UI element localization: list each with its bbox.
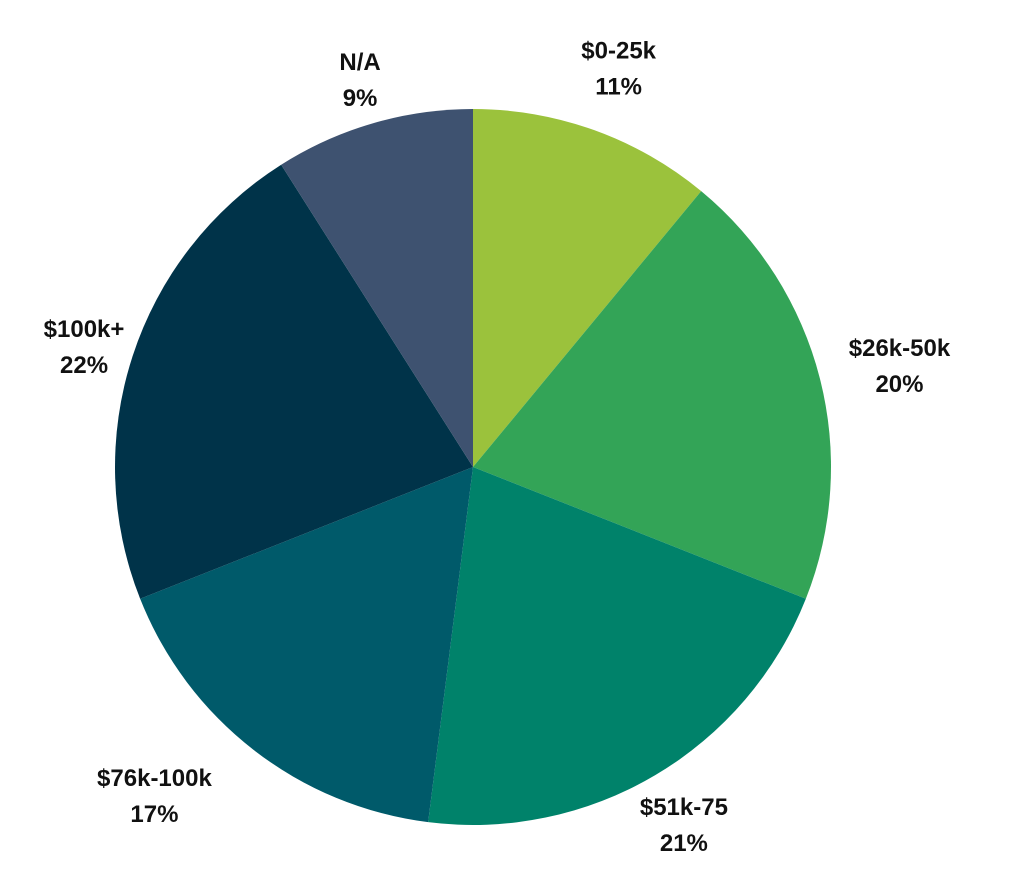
slice-label: $26k-50k: [849, 335, 951, 362]
slice-value-label: 11%: [595, 73, 642, 100]
slice-value-label: 20%: [875, 371, 923, 398]
slice-label: $100k+: [44, 316, 125, 343]
slice-label: N/A: [339, 49, 380, 76]
slice-value-label: 21%: [660, 830, 708, 857]
pie-slice: [281, 109, 473, 467]
pie-slice: [140, 467, 473, 823]
slice-value-label: 17%: [130, 801, 178, 828]
slice-label: $0-25k: [581, 37, 656, 64]
pie-slice: [473, 191, 831, 599]
pie-slice: [473, 109, 702, 467]
slice-value-label: 22%: [60, 352, 108, 379]
slice-value-label: 9%: [343, 85, 378, 112]
pie-slice: [115, 164, 474, 599]
slice-label: $76k-100k: [97, 765, 212, 792]
pie-slice: [428, 467, 806, 825]
slice-label: $51k-75: [640, 794, 728, 821]
